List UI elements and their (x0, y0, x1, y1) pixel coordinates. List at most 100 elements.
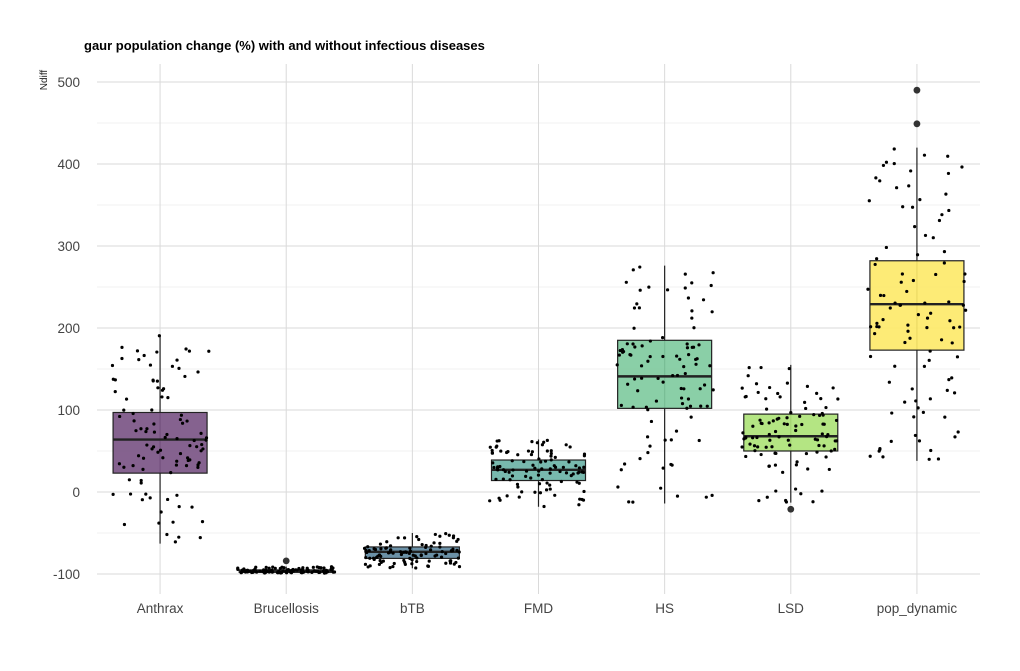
jitter-point (711, 388, 715, 392)
jitter-point (960, 165, 964, 169)
jitter-point (122, 522, 127, 527)
jitter-point (184, 464, 189, 468)
jitter-point (881, 455, 885, 459)
jitter-point (884, 245, 888, 250)
jitter-point (564, 471, 569, 475)
jitter-point (694, 357, 698, 362)
jitter-point (188, 444, 192, 448)
jitter-point (964, 308, 968, 312)
jitter-point (582, 465, 586, 469)
x-tick-label: Anthrax (137, 601, 184, 616)
jitter-point (548, 487, 552, 491)
jitter-point (961, 303, 965, 307)
jitter-point (958, 325, 962, 329)
jitter-point (488, 499, 492, 503)
jitter-point (785, 381, 790, 385)
jitter-point (148, 363, 153, 367)
jitter-point (329, 568, 333, 572)
jitter-point (794, 424, 798, 428)
jitter-point (625, 342, 629, 346)
jitter-point (892, 161, 896, 166)
jitter-point (903, 340, 907, 345)
jitter-point (496, 468, 500, 472)
jitter-point (805, 384, 810, 389)
jitter-point (388, 544, 393, 548)
jitter-point (548, 483, 552, 487)
jitter-point (915, 253, 920, 257)
jitter-point (322, 566, 326, 570)
jitter-point (284, 570, 288, 574)
jitter-point (799, 492, 803, 496)
jitter-point (827, 467, 831, 472)
jitter-point (925, 316, 930, 320)
y-tick-label: 400 (57, 157, 80, 172)
jitter-point (898, 303, 902, 307)
jitter-point (536, 473, 541, 477)
jitter-point (549, 451, 553, 456)
jitter-point (637, 306, 641, 310)
jitter-point (646, 359, 650, 363)
jitter-point (494, 477, 498, 481)
jitter-point (542, 504, 546, 509)
jitter-point (815, 391, 819, 395)
jitter-point (196, 465, 200, 469)
jitter-point (817, 413, 822, 418)
jitter-point (530, 450, 534, 454)
jitter-point (410, 562, 414, 566)
jitter-point (379, 547, 383, 551)
jitter-point (184, 347, 188, 351)
jitter-point (410, 558, 414, 562)
jitter-point (765, 495, 769, 499)
jitter-point (948, 319, 952, 323)
jitter-point (819, 397, 823, 401)
jitter-point (577, 503, 581, 507)
jitter-point (544, 488, 549, 492)
jitter-point (548, 471, 552, 475)
jitter-point (709, 283, 713, 288)
jitter-point (511, 468, 515, 472)
jitter-point (804, 406, 808, 411)
jitter-point (411, 553, 415, 557)
jitter-point (373, 547, 378, 552)
jitter-point (906, 323, 910, 327)
jitter-point (836, 397, 840, 401)
jitter-point (174, 463, 179, 467)
jitter-point (379, 554, 383, 558)
jitter-point (909, 169, 913, 173)
jitter-point (545, 449, 549, 453)
box (869, 260, 965, 351)
jitter-point (800, 422, 804, 427)
jitter-point (166, 497, 170, 502)
jitter-point (822, 444, 826, 448)
jitter-point (767, 464, 771, 468)
jitter-point (884, 160, 889, 164)
jitter-point (875, 321, 879, 325)
jitter-point (364, 550, 368, 554)
jitter-point (873, 332, 877, 336)
outlier-point (913, 120, 921, 128)
jitter-point (510, 474, 515, 478)
jitter-point (682, 365, 686, 369)
jitter-point (366, 545, 370, 549)
jitter-point (177, 535, 181, 539)
jitter-point (795, 460, 799, 464)
jitter-point (140, 498, 144, 502)
jitter-point (408, 556, 412, 560)
jitter-point (910, 205, 915, 209)
jitter-point (190, 505, 194, 509)
jitter-point (748, 442, 752, 446)
jitter-point (943, 415, 947, 419)
jitter-point (787, 366, 791, 371)
jitter-point (151, 379, 155, 383)
jitter-point (178, 417, 182, 422)
jitter-point (435, 553, 439, 557)
jitter-point (946, 171, 951, 176)
jitter-point (157, 521, 161, 525)
jitter-point (953, 435, 957, 439)
jitter-point (892, 147, 896, 151)
jitter-point (620, 348, 625, 352)
jitter-point (820, 489, 824, 493)
jitter-point (952, 391, 957, 395)
jitter-point (156, 386, 160, 390)
jitter-point (683, 272, 687, 276)
